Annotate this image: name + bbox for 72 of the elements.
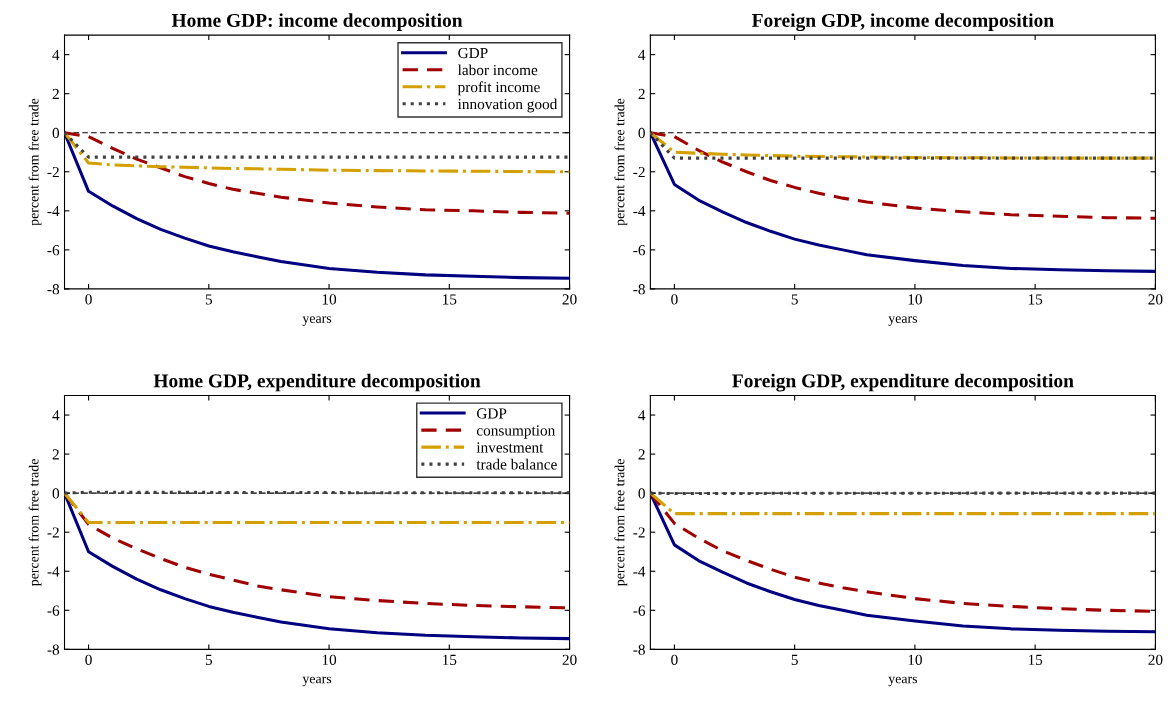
- y-tick-label: -2: [47, 166, 59, 178]
- x-axis-title: years: [302, 676, 332, 687]
- legend-label: profit income: [457, 81, 540, 96]
- legend-label: innovation good: [457, 98, 558, 113]
- x-tick-label: 0: [85, 654, 92, 665]
- chart-title: Home GDP: income decomposition: [171, 13, 463, 31]
- legend-label: GDP: [476, 408, 507, 419]
- y-tick-label: 0: [52, 488, 60, 499]
- y-tick-label: -2: [47, 527, 59, 538]
- x-tick-label: 10: [322, 294, 337, 305]
- x-tick-label: 0: [671, 294, 678, 305]
- x-tick-label: 15: [1028, 294, 1043, 305]
- y-tick-label: -6: [47, 605, 60, 616]
- x-tick-label: 5: [205, 294, 213, 305]
- y-tick-label: -2: [633, 527, 645, 538]
- y-tick-label: -4: [633, 566, 646, 577]
- y-tick-label: 0: [52, 127, 60, 139]
- x-tick-label: 5: [205, 654, 213, 665]
- y-tick-label: -4: [47, 206, 60, 217]
- y-tick-label: -4: [633, 206, 646, 217]
- x-tick-label: 0: [671, 654, 678, 665]
- x-tick-label: 15: [443, 294, 457, 305]
- x-axis-title: years: [302, 316, 332, 326]
- legend-label: investment: [476, 442, 544, 453]
- y-tick-label: -6: [633, 605, 646, 616]
- x-tick-label: 10: [908, 294, 922, 305]
- y-tick-label: 2: [52, 449, 59, 460]
- chart-title: Home GDP, expenditure decomposition: [153, 373, 481, 392]
- y-tick-label: 4: [52, 410, 60, 421]
- legend-label: GDP: [458, 47, 488, 59]
- y-tick-label: 4: [638, 49, 646, 60]
- y-tick-label: -8: [633, 644, 645, 655]
- y-axis-title: percent from free trade: [614, 98, 628, 226]
- y-tick-label: 0: [638, 127, 645, 139]
- y-tick-label: -8: [47, 644, 60, 655]
- y-tick-label: -6: [47, 245, 60, 256]
- x-tick-label: 5: [791, 294, 798, 305]
- y-tick-label: -4: [47, 566, 60, 577]
- x-tick-label: 10: [908, 654, 922, 665]
- y-tick-label: 4: [638, 410, 646, 421]
- x-axis-title: years: [888, 316, 918, 326]
- x-axis-title: years: [888, 676, 918, 687]
- legend-label: consumption: [476, 425, 556, 439]
- chart-title: Foreign GDP, expenditure decomposition: [732, 373, 1074, 392]
- line-series: [64, 131, 570, 174]
- line-series: [64, 131, 570, 215]
- y-tick-label: -8: [47, 284, 60, 295]
- line-series: [650, 131, 1156, 160]
- x-tick-label: 15: [1028, 654, 1043, 665]
- y-tick-label: 2: [638, 88, 645, 99]
- x-tick-label: 20: [562, 294, 577, 305]
- x-tick-label: 15: [443, 654, 457, 665]
- y-axis-title: percent from free trade: [614, 459, 628, 587]
- y-tick-label: 2: [52, 88, 59, 99]
- y-tick-label: -8: [633, 284, 645, 295]
- x-tick-label: 20: [1148, 294, 1163, 305]
- x-tick-label: 5: [791, 654, 798, 665]
- legend-label: trade balance: [476, 458, 557, 470]
- y-tick-label: -2: [633, 166, 645, 178]
- y-tick-label: 2: [638, 449, 645, 460]
- y-tick-label: -6: [633, 245, 646, 256]
- x-tick-label: 20: [1148, 654, 1163, 665]
- x-tick-label: 0: [85, 294, 92, 305]
- y-axis-title: percent from free trade: [28, 98, 42, 226]
- y-axis-title: percent from free trade: [28, 459, 42, 587]
- y-tick-label: 0: [638, 488, 645, 499]
- legend-label: labor income: [457, 64, 538, 76]
- line-series: [650, 131, 1156, 220]
- y-tick-label: 4: [52, 49, 60, 60]
- x-tick-label: 10: [322, 654, 337, 665]
- x-tick-label: 20: [562, 654, 577, 665]
- chart-title: Foreign GDP, income decomposition: [751, 13, 1054, 32]
